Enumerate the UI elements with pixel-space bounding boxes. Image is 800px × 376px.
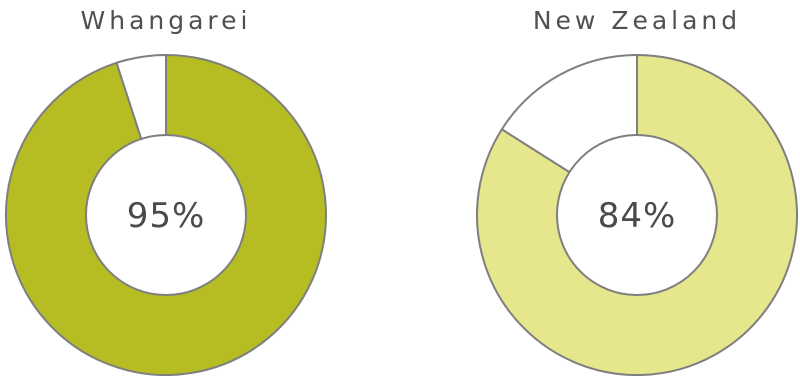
center-label-whangarei: 95% — [127, 196, 206, 236]
donut-chart-new-zealand: New Zealand 84% — [476, 6, 798, 376]
donut-hole-whangarei — [85, 134, 247, 296]
chart-title-whangarei: Whangarei — [81, 6, 252, 35]
donut-chart-whangarei: Whangarei 95% — [5, 6, 327, 376]
center-label-new-zealand: 84% — [598, 196, 677, 236]
chart-title-new-zealand: New Zealand — [533, 6, 741, 35]
donut-hole-new-zealand — [556, 134, 718, 296]
